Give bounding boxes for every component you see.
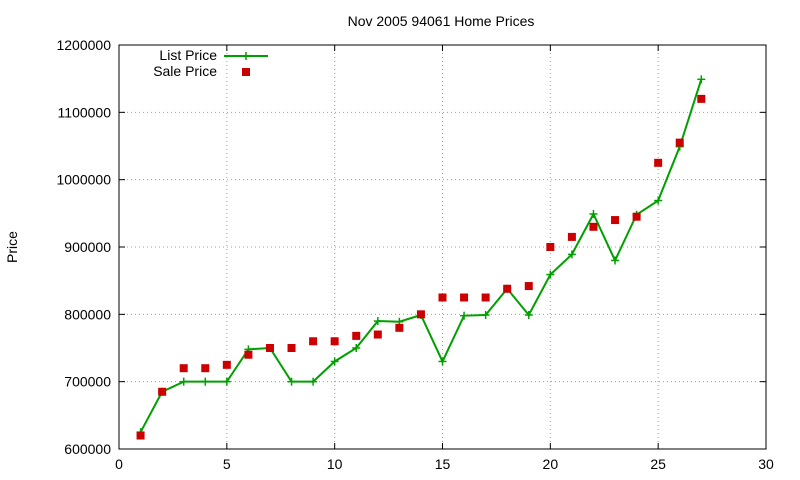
sale-price-point <box>309 337 318 346</box>
series-sale-price <box>136 94 706 440</box>
y-tick-label: 900000 <box>64 239 111 255</box>
list-price-point <box>567 250 576 259</box>
data-marks <box>136 75 706 440</box>
legend-marker-list-price <box>242 52 250 60</box>
sale-price-point <box>373 330 382 339</box>
y-tick-label: 1100000 <box>58 104 112 120</box>
legend: List Price Sale Price <box>153 47 268 79</box>
list-price-point <box>524 311 533 320</box>
sale-price-point <box>287 344 296 352</box>
legend-label-list-price: List Price <box>159 47 217 63</box>
list-price-point <box>438 357 447 366</box>
sale-price-point <box>567 232 576 241</box>
list-price-point <box>201 377 210 386</box>
sale-price-point <box>546 243 555 251</box>
list-price-point <box>352 344 361 352</box>
y-tick-label: 800000 <box>64 306 111 322</box>
list-price-point <box>309 377 318 386</box>
list-price-point <box>611 256 620 265</box>
list-price-point <box>179 377 188 386</box>
y-tick-label: 1200000 <box>56 37 111 53</box>
x-tick-label: 20 <box>543 456 559 472</box>
sale-price-point <box>675 138 684 147</box>
x-tick-label: 0 <box>115 456 123 472</box>
sale-price-point <box>589 222 598 231</box>
sale-price-point <box>460 293 469 302</box>
y-tick-label: 600000 <box>64 441 111 457</box>
legend-label-sale-price: Sale Price <box>153 63 217 79</box>
axis-ticks: 0 5 10 15 20 25 30 600000 700000 800000 900000 1000… <box>56 37 774 472</box>
list-price-point <box>697 75 706 84</box>
sale-price-point <box>136 431 145 440</box>
list-price-point <box>460 311 469 320</box>
sale-price-point <box>481 293 490 302</box>
sale-price-point <box>416 310 425 319</box>
list-price-point <box>481 311 490 320</box>
sale-price-point <box>201 364 210 373</box>
x-tick-label: 25 <box>650 456 666 472</box>
sale-price-point <box>654 158 663 167</box>
y-tick-label: 700000 <box>64 374 111 390</box>
list-price-point <box>654 196 663 205</box>
x-tick-label: 5 <box>223 456 231 472</box>
sale-price-point <box>503 284 512 293</box>
legend-marker-sale-price <box>242 68 250 76</box>
sale-price-point <box>265 344 274 352</box>
sale-price-point <box>179 364 188 373</box>
sale-price-point <box>632 212 641 221</box>
sale-price-point <box>395 323 404 332</box>
sale-price-point <box>352 331 361 340</box>
chart-title: Nov 2005 94061 Home Prices <box>348 13 535 29</box>
sale-price-point <box>697 94 706 103</box>
list-price-point <box>546 270 555 279</box>
grid <box>119 45 766 449</box>
y-axis-label: Price <box>4 231 20 263</box>
sale-price-point <box>244 350 253 359</box>
sale-price-point <box>330 337 339 346</box>
list-price-point <box>222 377 231 386</box>
list-price-point <box>330 357 339 366</box>
sale-price-point <box>611 216 620 225</box>
sale-price-point <box>222 360 231 369</box>
x-tick-label: 30 <box>758 456 774 472</box>
sale-price-point <box>438 293 447 302</box>
x-tick-label: 10 <box>327 456 343 472</box>
x-tick-label: 15 <box>435 456 451 472</box>
list-price-point <box>287 377 296 386</box>
list-price-line <box>139 79 703 433</box>
sale-price-point <box>158 387 167 396</box>
list-price-point <box>589 210 598 219</box>
list-price-point <box>373 317 382 326</box>
sale-price-point <box>524 282 533 291</box>
y-tick-label: 1000000 <box>56 172 111 188</box>
